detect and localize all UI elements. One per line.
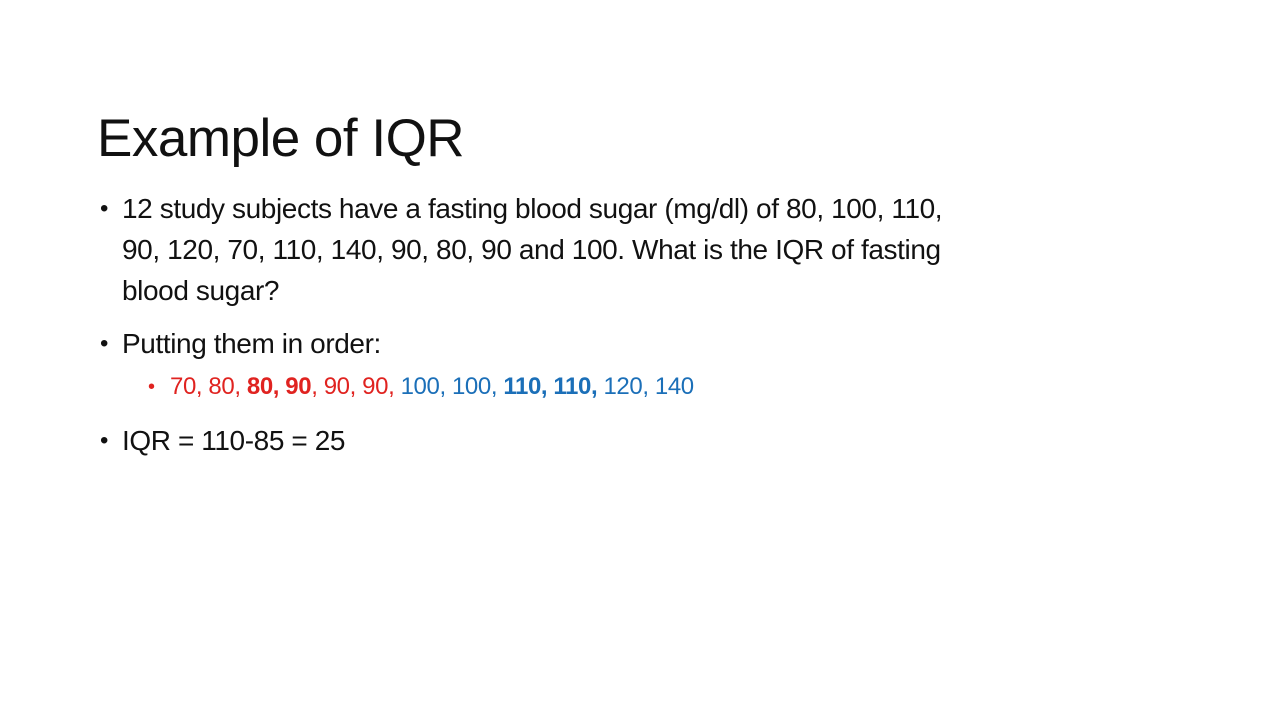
bullet-item-order: • Putting them in order: [100,323,1210,364]
sub-bullet-item-values: • 70, 80, 80, 90, 90, 90, 100, 100, 110,… [148,370,1210,404]
bullet-text-question: 12 study subjects have a fasting blood s… [122,188,1210,311]
slide-title: Example of IQR [97,108,465,168]
sub-bullet-icon: • [148,376,155,398]
values-segment: 120, 140 [597,373,694,400]
values-segment: 110, 110, [503,373,598,400]
bullet-item-question: • 12 study subjects have a fasting blood… [100,188,1210,311]
bullet-text-order: Putting them in order: [122,328,381,359]
bullet-icon: • [100,195,109,222]
bullet-icon: • [100,330,109,357]
slide-body: • 12 study subjects have a fasting blood… [100,188,1210,461]
bullet-text-result: IQR = 110-85 = 25 [122,425,346,456]
values-segment: 100, 100, [400,373,504,400]
sub-bullet-text-values: 70, 80, 80, 90, 90, 90, 100, 100, 110, 1… [170,370,1210,404]
bullet-item-result: • IQR = 110-85 = 25 [100,420,1210,461]
values-segment: 70, 80, [170,373,247,400]
text-line: 90, 120, 70, 110, 140, 90, 80, 90 and 10… [122,234,941,265]
bullet-icon: • [100,427,109,454]
values-segment: 80, 90 [246,373,312,400]
text-line: 12 study subjects have a fasting blood s… [122,193,943,224]
text-line: blood sugar? [122,275,280,306]
values-segment: , 90, 90, [311,373,401,400]
